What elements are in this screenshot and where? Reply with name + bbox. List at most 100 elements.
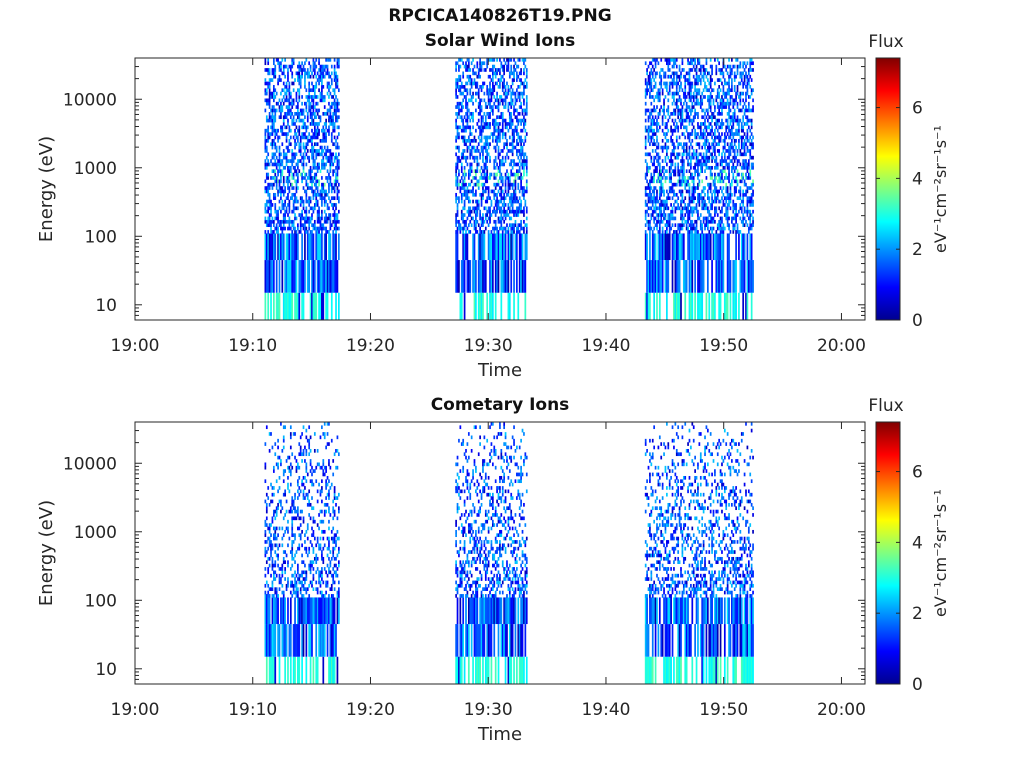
flux-cell <box>456 115 459 120</box>
flux-cell <box>644 159 647 163</box>
flux-cell <box>508 292 511 320</box>
flux-cell <box>285 206 288 211</box>
flux-cell <box>271 186 274 190</box>
flux-cell <box>708 209 711 214</box>
flux-cell <box>325 233 327 261</box>
flux-cell <box>463 169 466 174</box>
flux-cell <box>518 111 521 116</box>
flux-cell <box>728 135 730 140</box>
flux-cell <box>323 192 326 197</box>
flux-cell <box>698 135 701 140</box>
flux-cell <box>742 165 745 170</box>
flux-cell <box>742 219 745 224</box>
flux-cell <box>336 58 339 62</box>
flux-cell <box>510 91 513 96</box>
flux-cell <box>294 192 296 197</box>
flux-cell <box>719 111 722 116</box>
flux-cell <box>668 189 671 194</box>
flux-cell <box>455 68 457 72</box>
flux-cell <box>690 165 692 170</box>
flux-cell <box>462 149 465 153</box>
flux-cell <box>309 138 312 143</box>
flux-cell <box>714 219 716 224</box>
flux-cell <box>501 74 504 79</box>
flux-cell <box>699 192 702 197</box>
flux-cell <box>313 95 316 99</box>
flux-cell <box>501 125 504 130</box>
flux-cell <box>746 115 749 120</box>
flux-cell <box>699 196 702 201</box>
flux-cell <box>272 192 275 197</box>
flux-cell <box>295 98 298 103</box>
flux-cell <box>514 145 517 150</box>
flux-cell <box>321 159 323 163</box>
flux-cell <box>308 219 311 224</box>
flux-cell <box>516 108 518 113</box>
flux-cell <box>516 169 518 174</box>
flux-cell <box>484 189 487 194</box>
flux-cell <box>523 61 525 66</box>
flux-cell <box>294 260 296 293</box>
flux-cell <box>291 172 294 177</box>
flux-cell <box>271 68 274 72</box>
flux-cell <box>475 108 477 113</box>
flux-cell <box>733 192 736 197</box>
flux-cell <box>264 128 267 133</box>
flux-cell <box>484 216 487 221</box>
flux-cell <box>494 74 497 79</box>
flux-cell <box>460 226 463 231</box>
flux-cell <box>722 88 725 93</box>
flux-cell <box>501 132 504 136</box>
flux-cell <box>480 132 483 136</box>
flux-cell <box>647 152 650 157</box>
flux-cell <box>308 98 311 103</box>
flux-cell <box>466 105 469 109</box>
flux-cell <box>718 108 721 113</box>
flux-cell <box>455 216 457 221</box>
flux-cell <box>682 162 685 167</box>
flux-cell <box>477 149 480 153</box>
flux-cell <box>277 159 279 163</box>
flux-cell <box>337 162 340 167</box>
flux-cell <box>466 189 469 194</box>
flux-cell <box>305 230 308 234</box>
flux-cell <box>299 152 302 157</box>
flux-cell <box>732 101 735 106</box>
flux-cell <box>721 176 723 180</box>
flux-cell <box>520 176 522 180</box>
flux-cell <box>520 186 522 190</box>
flux-cell <box>328 159 330 163</box>
flux-cell <box>466 108 469 113</box>
flux-cell <box>732 125 735 130</box>
flux-cell <box>513 138 515 143</box>
flux-cell <box>501 196 504 201</box>
flux-cell <box>476 81 479 86</box>
flux-cell <box>311 138 313 143</box>
flux-cell <box>333 101 336 106</box>
flux-cell <box>706 88 709 93</box>
flux-cell <box>337 125 340 130</box>
flux-cell <box>731 88 733 93</box>
flux-cell <box>712 155 715 160</box>
flux-cell <box>719 199 722 204</box>
flux-cell <box>511 203 514 207</box>
flux-cell <box>287 169 289 174</box>
flux-cell <box>705 125 708 130</box>
flux-cell <box>271 108 274 113</box>
flux-cell <box>721 71 723 76</box>
flux-cell <box>719 78 722 82</box>
flux-cell <box>265 101 268 106</box>
flux-cell <box>726 122 729 126</box>
flux-cell <box>312 74 315 79</box>
flux-cell <box>704 216 706 221</box>
flux-cell <box>708 122 711 126</box>
flux-cell <box>301 292 303 320</box>
flux-cell <box>711 111 713 116</box>
flux-cell <box>745 165 747 170</box>
flux-cell <box>690 58 692 62</box>
flux-cell <box>466 64 469 69</box>
flux-cell <box>671 162 674 167</box>
flux-cell <box>701 122 704 126</box>
flux-cell <box>306 71 309 76</box>
flux-cell <box>483 81 486 86</box>
